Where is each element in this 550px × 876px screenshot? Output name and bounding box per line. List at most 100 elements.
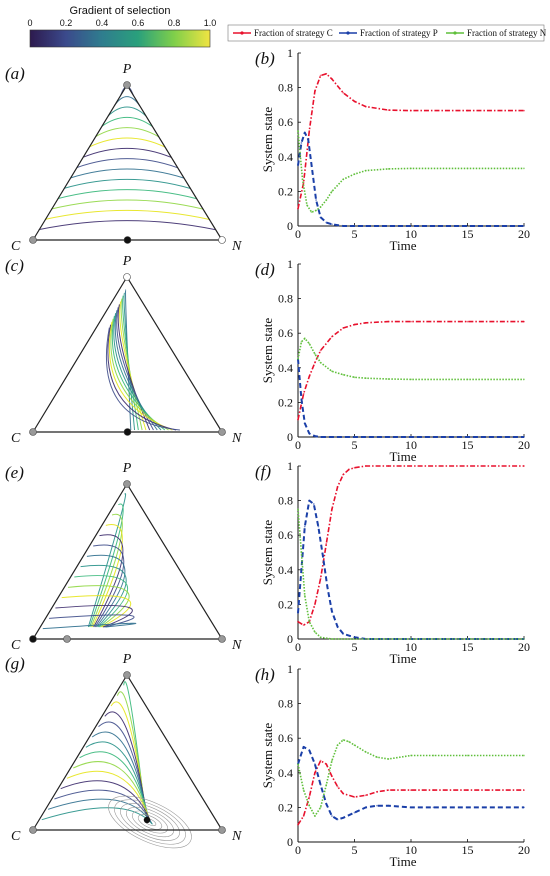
panel-label: (c) (5, 256, 24, 275)
data-point-C (302, 815, 305, 817)
vertex-label-left: C (11, 829, 21, 844)
data-point-C (331, 78, 333, 80)
x-axis-label: Time (390, 651, 417, 666)
x-tick-label: 15 (462, 438, 474, 452)
data-point-C (523, 109, 525, 112)
data-point-C (466, 109, 469, 112)
data-point-N (300, 340, 303, 343)
simplex-panel: (e) P C N (5, 461, 242, 653)
data-point-P (303, 131, 306, 134)
data-point-N (302, 789, 305, 791)
streamline (54, 789, 152, 824)
data-point-N (331, 190, 333, 193)
data-point-C (308, 129, 311, 132)
y-tick-label: 0.2 (278, 395, 293, 409)
y-tick-label: 1 (287, 662, 293, 676)
x-tick-label: 5 (352, 227, 358, 241)
y-axis-label: System state (260, 107, 275, 173)
data-point-C (342, 91, 345, 94)
data-point-P (303, 525, 306, 528)
x-tick-label: 15 (462, 227, 474, 241)
data-point-N (410, 378, 412, 381)
simplex-triangle (31, 482, 224, 640)
streamline (122, 295, 139, 431)
data-point-N (314, 353, 316, 355)
x-tick-label: 0 (295, 843, 301, 857)
data-point-C (297, 418, 299, 421)
streamline (101, 116, 153, 127)
data-point-N (300, 551, 303, 554)
data-point-N (314, 815, 316, 817)
fixed-point (29, 826, 37, 834)
data-point-C (347, 468, 350, 471)
data-point-N (523, 167, 525, 170)
streamline (67, 585, 130, 628)
data-point-P (326, 586, 329, 588)
x-tick-label: 5 (352, 843, 358, 857)
data-point-P (300, 398, 303, 400)
x-tick-label: 15 (462, 640, 474, 654)
data-point-P (319, 784, 322, 786)
panel-label: (f) (255, 462, 271, 481)
x-tick-label: 0 (295, 438, 301, 452)
x-tick-label: 0 (295, 227, 301, 241)
data-point-P (387, 804, 390, 807)
colorbar-tick-label: 0 (27, 18, 32, 28)
data-point-C (302, 392, 305, 395)
streamline (60, 780, 152, 823)
vertex-label-left: C (11, 638, 21, 653)
legend-label: Fraction of strategy C (254, 28, 333, 38)
data-point-N (319, 636, 322, 639)
data-point-C (387, 320, 390, 323)
y-tick-label: 0.2 (278, 800, 293, 814)
fixed-point (123, 81, 131, 89)
data-point-C (353, 796, 356, 798)
data-point-P (310, 164, 313, 167)
fixed-point (29, 236, 37, 244)
streamline (51, 199, 203, 210)
data-point-P (523, 436, 525, 438)
y-axis-label: System state (260, 723, 275, 789)
colorbar-ticks: 0 0.2 0.4 0.6 0.8 1.0 (27, 18, 216, 28)
series-line-N (297, 337, 524, 381)
spiral-orbit (137, 814, 163, 830)
fixed-point (218, 635, 226, 643)
data-point-P (376, 804, 378, 807)
data-point-C (331, 335, 333, 338)
data-point-C (387, 465, 390, 467)
legend-frame (227, 24, 545, 42)
data-point-N (466, 378, 469, 381)
legend-label: Fraction of strategy N (467, 28, 547, 38)
data-point-N (303, 594, 306, 597)
x-tick-label: 20 (518, 227, 530, 241)
data-point-C (342, 327, 345, 329)
vertex-label-right: N (231, 431, 242, 446)
vertex-label-right: N (231, 829, 242, 844)
streamline (95, 127, 159, 138)
data-point-P (308, 432, 311, 435)
data-point-N (387, 378, 390, 380)
data-point-N (331, 759, 333, 762)
streamline (42, 622, 137, 630)
streamline (91, 524, 123, 628)
data-point-P (314, 435, 316, 438)
x-tick-label: 10 (405, 640, 417, 654)
data-point-C (353, 323, 356, 326)
data-point-N (523, 754, 525, 757)
streamline (125, 289, 132, 431)
data-point-N (466, 167, 469, 170)
streamline (108, 321, 173, 431)
data-point-P (331, 223, 333, 226)
data-point-N (523, 378, 525, 381)
spiral-orbit (126, 806, 174, 838)
data-point-P (319, 216, 322, 219)
data-point-C (364, 465, 367, 467)
data-point-N (336, 744, 339, 747)
colorbar-gradient (29, 29, 211, 48)
interior-fixed-point (143, 816, 151, 824)
data-point-C (466, 320, 469, 323)
series-line-N (297, 509, 524, 640)
streamline (66, 770, 151, 822)
